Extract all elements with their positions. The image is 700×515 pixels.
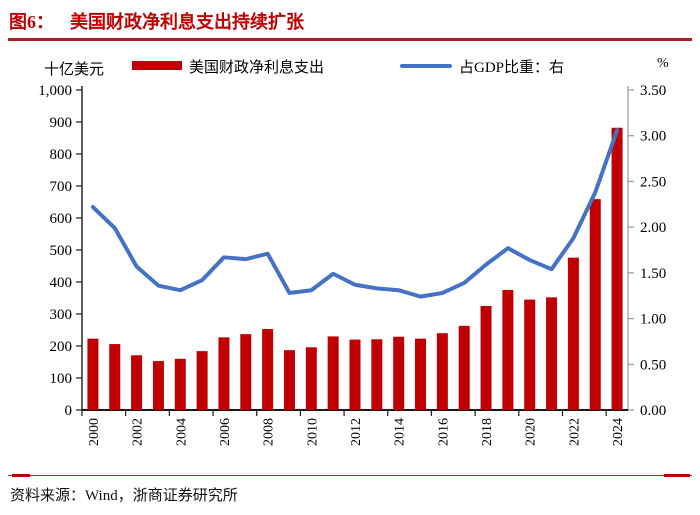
x-axis-year-label: 2018: [480, 418, 495, 446]
bar-2010: [305, 347, 317, 410]
bar-legend-label: 美国财政净利息支出: [189, 60, 325, 76]
gdp-share-line: [90, 128, 620, 299]
left-axis-tick-label: 700: [50, 179, 73, 195]
figure-title-text: 美国财政净利息支出持续扩张: [70, 12, 304, 32]
right-axis-unit: %: [657, 56, 669, 71]
x-axis-year-label: 2020: [524, 418, 539, 446]
left-axis-tick-label: 1,000: [38, 83, 72, 99]
bar-2002: [131, 355, 143, 410]
bar-2019: [502, 290, 514, 410]
right-axis-tick-label: 0.00: [640, 403, 666, 419]
line-legend-label: 占GDP比重：右: [459, 60, 565, 76]
x-axis-year-label: 2010: [305, 418, 320, 446]
bar-2001: [109, 344, 121, 410]
bar-2016: [436, 333, 448, 410]
left-axis-tick-label: 100: [50, 371, 73, 387]
left-axis-tick-label: 500: [50, 243, 73, 259]
bar-2018: [480, 306, 492, 410]
x-axis-year-label: 2008: [262, 418, 277, 446]
right-axis-tick-label: 1.00: [640, 312, 666, 328]
bar-2011: [327, 336, 339, 410]
bar-2023: [589, 199, 601, 410]
right-axis-tick-label: 0.50: [640, 357, 666, 373]
x-axis-year-label: 2024: [611, 418, 626, 446]
bar-2005: [196, 351, 208, 410]
bar-2003: [152, 361, 164, 410]
x-axis-year-label: 2016: [436, 418, 451, 446]
x-axis-year-label: 2004: [174, 418, 189, 446]
x-axis-year-label: 2012: [349, 418, 364, 446]
figure-number: 图6：: [9, 12, 54, 32]
chart-legend: 十亿美元 美国财政净利息支出 占GDP比重：右 %: [0, 52, 700, 82]
bar-2007: [240, 334, 252, 410]
left-axis-tick-label: 0: [65, 403, 73, 419]
bar-2000: [87, 338, 99, 410]
left-axis-tick-label: 400: [50, 275, 73, 291]
left-axis-unit: 十亿美元: [44, 62, 105, 78]
bar-2004: [174, 358, 186, 410]
right-axis-tick-label: 3.00: [640, 129, 666, 145]
source-note: 资料来源：Wind，浙商证券研究所: [10, 488, 238, 504]
left-axis-tick-label: 900: [50, 115, 73, 131]
footer-divider-right-cap: [664, 474, 690, 477]
bar-2015: [415, 338, 427, 410]
bar-2009: [283, 350, 295, 410]
x-axis-year-label: 2000: [87, 418, 102, 446]
bar-2021: [546, 297, 558, 410]
bar-2012: [349, 339, 361, 410]
bar-2017: [458, 325, 470, 410]
x-axis-year-label: 2022: [567, 418, 582, 446]
right-axis-tick-label: 2.00: [640, 220, 666, 236]
left-axis-tick-label: 200: [50, 339, 73, 355]
x-axis-year-label: 2002: [131, 418, 146, 446]
bar-2020: [524, 299, 536, 410]
left-axis-tick-label: 800: [50, 147, 73, 163]
bar-legend-swatch: [132, 61, 182, 70]
bar-2024: [611, 127, 623, 410]
footer-divider-line: [8, 475, 692, 476]
bar-2022: [567, 257, 579, 410]
bar-2013: [371, 339, 383, 410]
title-divider: [8, 38, 692, 41]
line-legend-swatch: [400, 64, 452, 68]
bar-2006: [218, 337, 230, 410]
left-axis-tick-label: 600: [50, 211, 73, 227]
figure-title: 图6： 美国财政净利息支出持续扩张: [9, 8, 304, 34]
footer-divider: [0, 473, 700, 478]
right-axis-tick-label: 2.50: [640, 174, 666, 190]
left-axis-tick-label: 300: [50, 307, 73, 323]
bar-2008: [262, 329, 274, 410]
right-axis-tick-label: 3.50: [640, 83, 666, 99]
x-axis-year-label: 2014: [393, 418, 408, 446]
bar-2014: [393, 336, 405, 410]
footer-divider-left-cap: [12, 474, 30, 477]
right-axis-tick-label: 1.50: [640, 266, 666, 282]
x-axis-year-label: 2006: [218, 418, 233, 446]
